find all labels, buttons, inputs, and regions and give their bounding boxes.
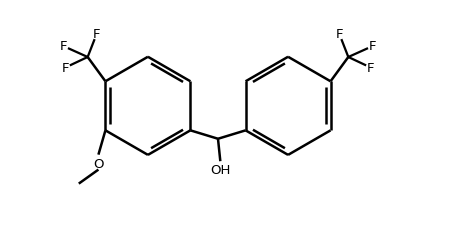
Text: F: F <box>92 28 100 41</box>
Text: F: F <box>367 62 374 75</box>
Text: OH: OH <box>210 164 230 177</box>
Text: F: F <box>62 62 69 75</box>
Text: F: F <box>336 28 344 41</box>
Text: F: F <box>59 40 67 53</box>
Text: F: F <box>369 40 376 53</box>
Text: O: O <box>93 158 104 171</box>
